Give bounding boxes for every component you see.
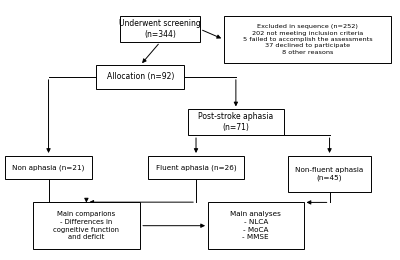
FancyBboxPatch shape (32, 203, 140, 249)
Text: Non aphasia (n=21): Non aphasia (n=21) (12, 164, 85, 171)
FancyBboxPatch shape (5, 156, 92, 179)
Text: Underwent screening
(n=344): Underwent screening (n=344) (119, 19, 201, 39)
Text: Fluent aphasia (n=26): Fluent aphasia (n=26) (156, 164, 236, 171)
FancyBboxPatch shape (148, 156, 244, 179)
Text: Post-stroke aphasia
(n=71): Post-stroke aphasia (n=71) (198, 112, 274, 132)
FancyBboxPatch shape (188, 109, 284, 135)
Text: Allocation (n=92): Allocation (n=92) (106, 73, 174, 81)
Text: Main comparions
- Differences in
cogneitive function
and deficit: Main comparions - Differences in cogneit… (53, 211, 119, 240)
FancyBboxPatch shape (224, 16, 391, 63)
FancyBboxPatch shape (96, 65, 184, 89)
Text: Excluded in sequence (n=252)
202 not meeting inclusion criteria
5 failed to acco: Excluded in sequence (n=252) 202 not mee… (243, 24, 372, 55)
FancyBboxPatch shape (120, 16, 200, 42)
FancyBboxPatch shape (288, 156, 372, 192)
Text: Non-fluent aphasia
(n=45): Non-fluent aphasia (n=45) (296, 167, 364, 181)
FancyBboxPatch shape (208, 203, 304, 249)
Text: Main analyses
- NLCA
- MoCA
- MMSE: Main analyses - NLCA - MoCA - MMSE (230, 211, 281, 240)
